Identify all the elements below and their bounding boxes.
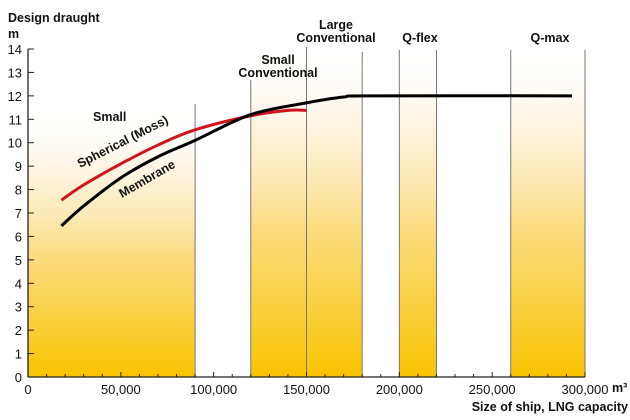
band-2 bbox=[306, 49, 363, 377]
series-line-membrane bbox=[60, 94, 573, 228]
band-label-q-flex: Q-flex bbox=[402, 31, 437, 45]
band-label-small-conventional: Small Conventional bbox=[238, 53, 317, 80]
y-tick-label: 7 bbox=[15, 206, 22, 221]
y-tick-label: 14 bbox=[8, 42, 22, 57]
band-1 bbox=[250, 49, 307, 377]
band-label-line: Conventional bbox=[296, 31, 375, 45]
y-axis-unit: m bbox=[8, 27, 19, 41]
y-tick-label: 2 bbox=[15, 323, 22, 338]
x-tick-label: 200,000 bbox=[376, 382, 423, 397]
x-tick-label: 300,000 bbox=[562, 382, 609, 397]
y-tick-label: 3 bbox=[15, 300, 22, 315]
band-4 bbox=[510, 49, 585, 377]
y-tick-label: 4 bbox=[15, 276, 22, 291]
y-tick-label: 10 bbox=[8, 136, 22, 151]
band-label-line: Small bbox=[261, 53, 294, 67]
y-tick-label: 5 bbox=[15, 253, 22, 268]
band-label-small: Small bbox=[93, 110, 126, 124]
y-axis-title: Design draught bbox=[8, 11, 101, 25]
y-tick-label: 8 bbox=[15, 183, 22, 198]
y-tick-label: 9 bbox=[15, 159, 22, 174]
series-line-spherical bbox=[60, 108, 307, 202]
y-tick-label: 11 bbox=[9, 112, 23, 127]
y-tick-label: 12 bbox=[8, 89, 22, 104]
band-3 bbox=[399, 49, 437, 377]
x-tick-label: 150,000 bbox=[283, 382, 330, 397]
y-tick-label: 6 bbox=[15, 229, 22, 244]
band-label-line: Large bbox=[319, 18, 353, 32]
x-tick-label: 100,000 bbox=[190, 382, 237, 397]
x-tick-label: 50,000 bbox=[101, 382, 141, 397]
x-tick-label: 250,000 bbox=[469, 382, 516, 397]
y-tick-label: 1 bbox=[15, 347, 22, 362]
band-label-large-conventional: Large Conventional bbox=[296, 18, 375, 45]
band-label-q-max: Q-max bbox=[531, 31, 570, 45]
x-axis-unit: m³ bbox=[612, 381, 627, 395]
x-axis-title: Size of ship, LNG capacity bbox=[472, 400, 628, 414]
x-tick-label: 0 bbox=[24, 382, 31, 397]
y-tick-label: 13 bbox=[8, 65, 22, 80]
y-tick-label: 0 bbox=[15, 370, 22, 385]
band-label-line: Conventional bbox=[238, 66, 317, 80]
